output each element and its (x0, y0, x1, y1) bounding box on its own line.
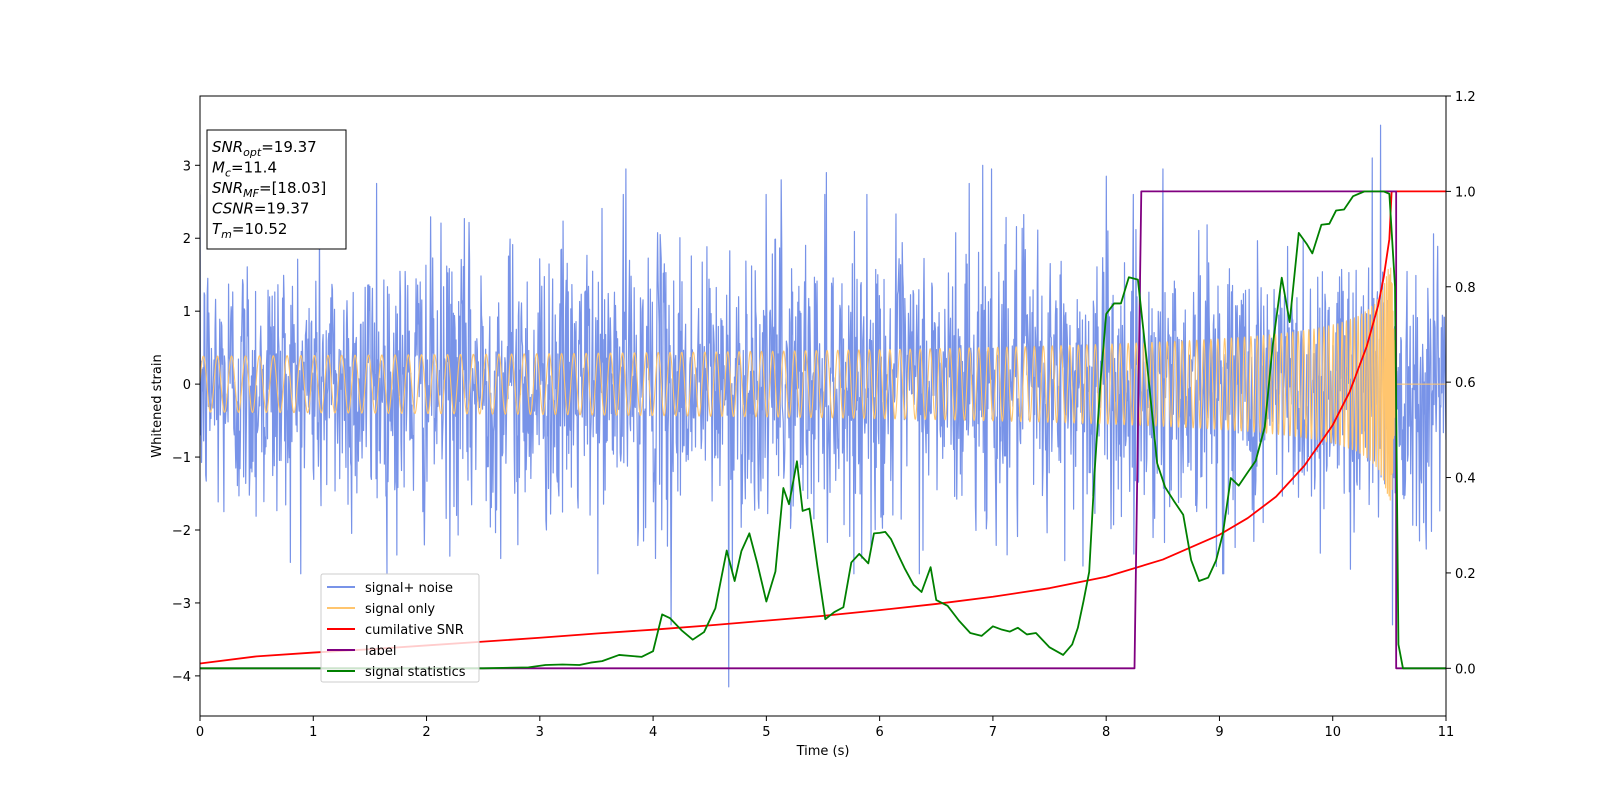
y-axis-right: 0.0 0.2 0.4 0.6 0.8 1.0 1.2 (1446, 90, 1476, 677)
series-line-signal-only (200, 267, 1446, 501)
x-tick-label: 8 (1102, 725, 1110, 740)
y-left-tick-label: 0 (183, 378, 191, 393)
legend-label-signal-statistics: signal statistics (365, 665, 466, 680)
y-left-tick-label: −2 (172, 524, 191, 539)
plot-frame (199, 95, 1447, 717)
legend: signal+ noise signal only cumilative SNR la… (320, 573, 480, 683)
x-axis-label: Time (s) (796, 744, 850, 759)
x-tick-label: 3 (536, 725, 544, 740)
legend-label-cumilative-snr: cumilative SNR (365, 623, 464, 638)
series-line-signal-statistics (200, 190, 1446, 670)
info-line: SNRopt=19.37 (212, 138, 317, 159)
y-left-tick-label: 2 (183, 232, 191, 247)
y-right-tick-label: 0.0 (1455, 662, 1476, 677)
x-tick-label: 0 (196, 725, 204, 740)
x-tick-label: 11 (1438, 725, 1455, 740)
y-left-tick-label: −4 (172, 670, 191, 685)
y-right-tick-label: 0.2 (1455, 567, 1476, 582)
y-left-tick-label: 3 (183, 159, 191, 174)
x-tick-label: 1 (309, 725, 317, 740)
x-tick-label: 10 (1324, 725, 1341, 740)
x-tick-label: 9 (1215, 725, 1223, 740)
y-right-tick-label: 1.2 (1455, 90, 1476, 105)
x-tick-label: 7 (989, 725, 997, 740)
x-tick-label: 4 (649, 725, 657, 740)
y-left-tick-label: 1 (183, 305, 191, 320)
y-right-tick-label: 0.8 (1455, 281, 1476, 296)
info-line: CSNR=19.37 (212, 200, 309, 218)
x-axis: 0 1 2 3 4 5 6 7 8 9 10 11 (196, 716, 1454, 740)
info-line: Mc=11.4 (212, 159, 277, 180)
legend-frame (320, 573, 480, 683)
y-left-tick-label: −3 (172, 597, 191, 612)
x-tick-label: 5 (762, 725, 770, 740)
info-line: SNRMF=[18.03] (212, 179, 326, 200)
info-line: Tm=10.52 (212, 220, 287, 241)
y-right-tick-label: 0.6 (1455, 376, 1476, 391)
legend-label-label: label (365, 644, 396, 659)
series-line-signal-noise (200, 124, 1446, 688)
y-right-tick-label: 0.4 (1455, 472, 1476, 487)
y-axis-left: −4 −3 −2 −1 0 1 2 3 (172, 159, 200, 685)
info-box-frame (206, 129, 347, 250)
x-tick-label: 6 (875, 725, 883, 740)
y-right-tick-label: 1.0 (1455, 185, 1476, 200)
info-box: SNRopt=19.37Mc=11.4SNRMF=[18.03]CSNR=19.… (206, 129, 347, 250)
y-axis-label: Whitened strain (150, 354, 165, 457)
legend-label-signal-noise: signal+ noise (365, 581, 453, 596)
y-left-tick-label: −1 (172, 451, 191, 466)
x-tick-label: 2 (422, 725, 430, 740)
legend-label-signal-only: signal only (365, 602, 435, 617)
